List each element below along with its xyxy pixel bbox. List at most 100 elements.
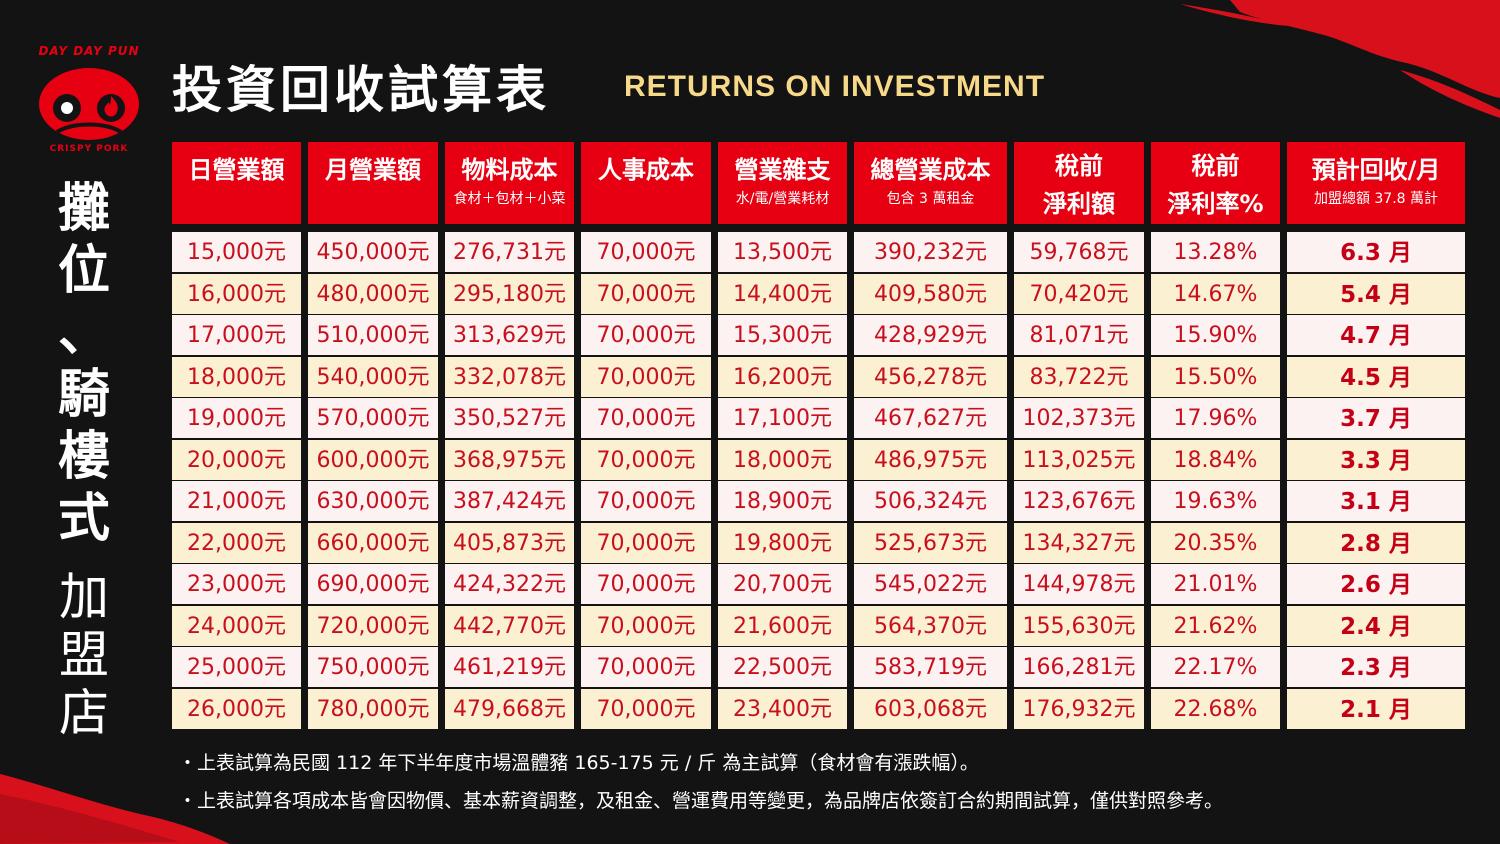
table-cell: 14,400元 bbox=[718, 273, 847, 314]
table-cell: 5.4 月 bbox=[1287, 273, 1465, 314]
column-title-line2: 淨利額 bbox=[1043, 190, 1115, 218]
table-cell: 295,180元 bbox=[445, 273, 574, 314]
table-cell: 19,000元 bbox=[172, 398, 301, 438]
table-cell: 24,000元 bbox=[172, 605, 301, 646]
table-cell: 424,322元 bbox=[445, 564, 574, 604]
side-title-char: 式 bbox=[57, 489, 110, 549]
table-cell: 368,975元 bbox=[445, 439, 574, 480]
side-title-char: 騎 bbox=[57, 365, 110, 425]
table-cell: 113,025元 bbox=[1014, 439, 1144, 480]
column-header: 營業雜支 水/電/營業耗材 bbox=[718, 142, 847, 224]
column-header: 日營業額 bbox=[172, 142, 301, 224]
side-title-char: 店 bbox=[59, 684, 109, 742]
table-cell: 13,500元 bbox=[718, 232, 847, 272]
table-cell: 70,000元 bbox=[581, 232, 711, 272]
pig-face-logo-icon bbox=[39, 68, 139, 140]
table-cell: 21,000元 bbox=[172, 481, 301, 521]
column-header: 稅前 淨利額 bbox=[1014, 142, 1144, 224]
table-cell: 18,000元 bbox=[172, 356, 301, 397]
table-cell: 387,424元 bbox=[445, 481, 574, 521]
column-header: 預計回收/月 加盟總額 37.8 萬計 bbox=[1287, 142, 1465, 224]
table-cell: 59,768元 bbox=[1014, 232, 1144, 272]
table-cell: 83,722元 bbox=[1014, 356, 1144, 397]
side-title-char: 加 bbox=[59, 568, 109, 626]
table-cell: 570,000元 bbox=[308, 398, 438, 438]
table-cell: 506,324元 bbox=[854, 481, 1007, 521]
column-title: 物料成本 bbox=[461, 156, 558, 184]
table-cell: 510,000元 bbox=[308, 315, 438, 355]
table-cell: 26,000元 bbox=[172, 688, 301, 729]
table-cell: 23,000元 bbox=[172, 564, 301, 604]
column-header: 總營業成本 包含 3 萬租金 bbox=[854, 142, 1007, 224]
table-cell: 442,770元 bbox=[445, 605, 574, 646]
table-cell: 23,400元 bbox=[718, 688, 847, 729]
side-title-subtitle: 加 盟 店 bbox=[56, 568, 112, 742]
table-cell: 155,630元 bbox=[1014, 605, 1144, 646]
table-cell: 15.90% bbox=[1151, 315, 1280, 355]
table-cell: 428,929元 bbox=[854, 315, 1007, 355]
table-cell: 22.17% bbox=[1151, 647, 1280, 687]
table-cell: 313,629元 bbox=[445, 315, 574, 355]
table-cell: 16,000元 bbox=[172, 273, 301, 314]
column-title: 稅前 bbox=[1191, 152, 1240, 180]
table-cell: 16,200元 bbox=[718, 356, 847, 397]
page-title: 投資回收試算表 bbox=[172, 61, 550, 119]
table-cell: 176,932元 bbox=[1014, 688, 1144, 729]
table-cell: 456,278元 bbox=[854, 356, 1007, 397]
column-header: 物料成本食材＋包材＋小菜 bbox=[445, 142, 574, 224]
side-title-char: 盟 bbox=[59, 626, 109, 684]
column-header: 月營業額 bbox=[308, 142, 438, 224]
table-cell: 70,000元 bbox=[581, 481, 711, 521]
table-cell: 21.01% bbox=[1151, 564, 1280, 604]
brush-splash-icon bbox=[1180, 0, 1500, 118]
table-cell: 332,078元 bbox=[445, 356, 574, 397]
table-cell: 2.6 月 bbox=[1287, 564, 1465, 604]
column-subtitle: 食材＋包材＋小菜 bbox=[453, 191, 566, 207]
table-cell: 480,000元 bbox=[308, 273, 438, 314]
table-cell: 18,000元 bbox=[718, 439, 847, 480]
table-cell: 3.7 月 bbox=[1287, 398, 1465, 438]
table-cell: 3.1 月 bbox=[1287, 481, 1465, 521]
side-title: 攤 位 、 騎 樓 式 加 盟 店 bbox=[56, 178, 112, 742]
table-cell: 102,373元 bbox=[1014, 398, 1144, 438]
table-cell: 70,000元 bbox=[581, 564, 711, 604]
table-cell: 70,000元 bbox=[581, 356, 711, 397]
column-header: 稅前 淨利率% bbox=[1151, 142, 1280, 224]
table-cell: 19.63% bbox=[1151, 481, 1280, 521]
table-cell: 81,071元 bbox=[1014, 315, 1144, 355]
table-cell: 70,000元 bbox=[581, 315, 711, 355]
side-title-char: 樓 bbox=[57, 427, 110, 487]
column-title: 月營業額 bbox=[325, 156, 421, 184]
table-cell: 690,000元 bbox=[308, 564, 438, 604]
logo-bottom-text: CRISPY PORK bbox=[49, 144, 129, 154]
table-cell: 545,022元 bbox=[854, 564, 1007, 604]
column-title: 預計回收/月 bbox=[1311, 156, 1441, 184]
side-title-char: 、 bbox=[57, 303, 110, 363]
column-title: 日營業額 bbox=[188, 156, 285, 184]
table-cell: 70,420元 bbox=[1014, 273, 1144, 314]
table-cell: 450,000元 bbox=[308, 232, 438, 272]
table-cell: 70,000元 bbox=[581, 647, 711, 687]
page-title-english: RETURNS ON INVESTMENT bbox=[624, 70, 1046, 103]
table-cell: 479,668元 bbox=[445, 688, 574, 729]
column-title: 人事成本 bbox=[598, 156, 694, 184]
table-cell: 18.84% bbox=[1151, 439, 1280, 480]
table-cell: 70,000元 bbox=[581, 273, 711, 314]
table-cell: 603,068元 bbox=[854, 688, 1007, 729]
table-cell: 461,219元 bbox=[445, 647, 574, 687]
table-cell: 525,673元 bbox=[854, 522, 1007, 563]
table-cell: 25,000元 bbox=[172, 647, 301, 687]
table-cell: 600,000元 bbox=[308, 439, 438, 480]
table-cell: 630,000元 bbox=[308, 481, 438, 521]
table-cell: 20,700元 bbox=[718, 564, 847, 604]
table-cell: 390,232元 bbox=[854, 232, 1007, 272]
footnote: ・上表試算為民國 112 年下半年度市場溫體豬 165-175 元 / 斤 為主… bbox=[178, 752, 979, 774]
table-cell: 144,978元 bbox=[1014, 564, 1144, 604]
table-cell: 6.3 月 bbox=[1287, 232, 1465, 272]
table-cell: 123,676元 bbox=[1014, 481, 1144, 521]
table-cell: 405,873元 bbox=[445, 522, 574, 563]
table-cell: 134,327元 bbox=[1014, 522, 1144, 563]
footnotes: ・上表試算為民國 112 年下半年度市場溫體豬 165-175 元 / 斤 為主… bbox=[178, 744, 1223, 820]
table-cell: 22.68% bbox=[1151, 688, 1280, 729]
column-title: 總營業成本 bbox=[870, 156, 991, 184]
